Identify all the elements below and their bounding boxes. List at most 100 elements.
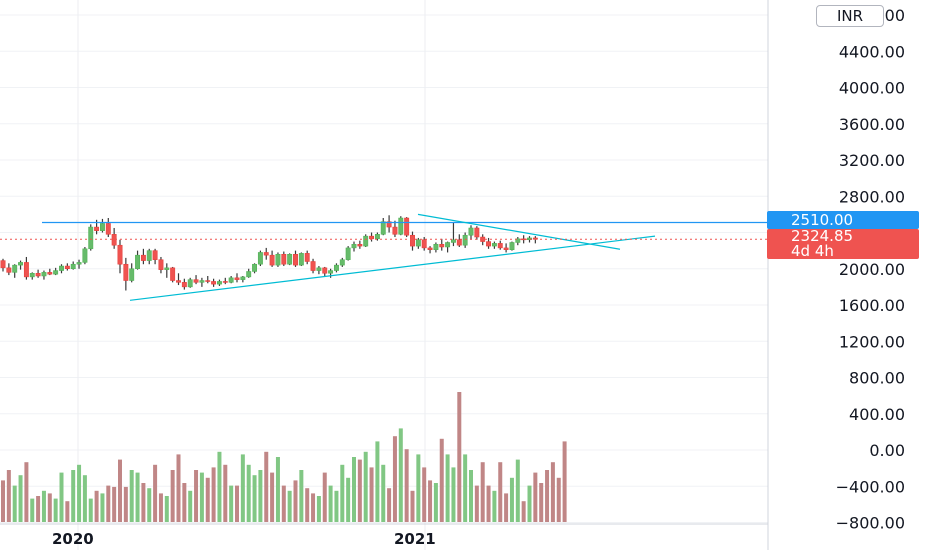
candle: [59, 264, 64, 274]
candle: [316, 266, 322, 275]
candle: [105, 218, 111, 238]
volume-bar: [246, 464, 251, 522]
volume-bar: [486, 485, 491, 522]
volume-bar: [457, 392, 462, 522]
volume-bar: [24, 462, 29, 522]
candle: [0, 258, 6, 272]
candle: [398, 216, 404, 236]
candle: [252, 263, 258, 274]
candle: [41, 270, 47, 280]
volume-bar: [135, 472, 140, 522]
candle: [70, 261, 76, 270]
price-tick-label: 3600.00: [839, 115, 905, 134]
candle: [53, 267, 59, 276]
volume-bar: [469, 470, 473, 522]
candle: [152, 248, 158, 265]
volume-bar: [211, 467, 216, 522]
volume-bar: [352, 457, 356, 522]
volume-bar: [147, 488, 152, 522]
volume-bar: [6, 470, 11, 522]
volume-bar: [316, 496, 321, 522]
volume-bar: [299, 470, 304, 522]
trendlines[interactable]: [42, 213, 768, 301]
candle: [456, 234, 462, 247]
time-grid: [77, 0, 426, 550]
resistance-price-tag: 2510.00: [767, 211, 919, 229]
candle: [88, 224, 94, 251]
candle: [322, 266, 328, 276]
candle: [193, 275, 199, 285]
volume-bar: [71, 470, 76, 522]
candle: [135, 250, 141, 270]
volume-bar: [451, 467, 456, 522]
candle: [158, 256, 164, 274]
volume-bar: [141, 483, 146, 522]
volume-bar: [492, 490, 497, 522]
candle: [170, 266, 176, 283]
candle: [392, 220, 398, 238]
volume-bar: [100, 493, 105, 522]
volume-bar: [188, 490, 193, 522]
candle: [146, 248, 152, 265]
volume-bar: [88, 498, 93, 522]
volume-bar: [533, 472, 538, 522]
candle: [222, 277, 228, 285]
candle: [509, 241, 515, 251]
candle: [269, 250, 275, 267]
volume-bar: [252, 475, 257, 522]
upper-trendline[interactable]: [417, 213, 621, 250]
price-tick-label: 1200.00: [839, 332, 905, 351]
volume-bar: [217, 451, 222, 522]
volume-bar: [47, 493, 52, 522]
candle: [287, 253, 293, 266]
candle: [76, 259, 82, 269]
volume-bar: [281, 485, 286, 522]
volume-bar: [182, 483, 187, 522]
volume-bar: [375, 441, 380, 522]
volume-bar: [258, 470, 263, 522]
candlestick-series: [0, 215, 538, 291]
price-tick-label: 800.00: [849, 369, 905, 388]
candle: [345, 246, 351, 261]
candle: [176, 273, 181, 286]
volume-bar: [509, 477, 514, 522]
time-label-2021: 2021: [394, 530, 436, 548]
volume-bars: [1, 392, 567, 522]
candle: [123, 257, 129, 291]
volume-bar: [235, 485, 239, 522]
candle: [515, 237, 521, 246]
volume-bar: [428, 480, 433, 522]
volume-bar: [480, 462, 485, 522]
volume-bar: [18, 475, 23, 522]
volume-bar: [36, 496, 41, 522]
volume-bar: [422, 467, 427, 522]
volume-bar: [410, 490, 415, 522]
candle: [445, 241, 451, 253]
currency-button[interactable]: INR: [816, 5, 884, 27]
candle: [263, 247, 269, 260]
candle: [64, 263, 70, 271]
volume-bar: [498, 462, 503, 522]
candle: [451, 222, 456, 247]
candle: [334, 263, 339, 273]
volume-bar: [123, 486, 128, 522]
candle: [486, 237, 492, 249]
volume-bar: [545, 470, 550, 522]
volume-bar: [416, 454, 421, 522]
volume-bar: [118, 459, 122, 522]
volume-bar: [53, 498, 58, 522]
bar-countdown: 4d 4h: [791, 242, 834, 260]
volume-bar: [474, 485, 479, 522]
candle: [164, 263, 170, 278]
volume-bar: [240, 454, 245, 522]
candle: [281, 251, 287, 267]
volume-bar: [41, 490, 46, 522]
volume-bar: [158, 493, 163, 522]
price-tick-label: 2800.00: [839, 187, 905, 206]
support-trendline[interactable]: [129, 235, 656, 301]
price-axis[interactable]: 4800.004400.004000.003600.003200.002800.…: [836, 6, 905, 533]
volume-bar: [346, 477, 351, 522]
price-tick-label: −400.00: [836, 477, 905, 496]
volume-bar: [82, 475, 87, 522]
